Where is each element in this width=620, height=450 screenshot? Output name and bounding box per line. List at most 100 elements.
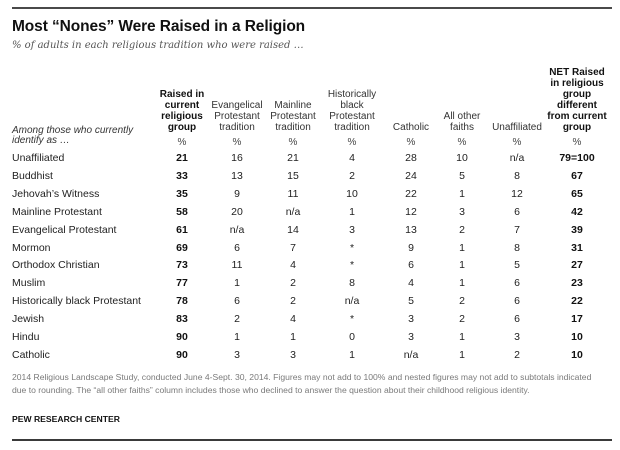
row-header: Among those who currently identify as … — [12, 126, 152, 146]
cell-unaffiliated: n/a — [509, 152, 525, 164]
cell-raised-current: 83 — [176, 313, 188, 326]
cell-other-faiths: 10 — [456, 152, 468, 164]
column-header-line: tradition — [275, 122, 311, 133]
column-header-net-different: NET Raised in religious group different from… — [540, 67, 614, 133]
row-label: Jewish — [12, 313, 45, 326]
row-label: Buddhist — [12, 169, 53, 182]
cell-unaffiliated: 6 — [514, 313, 520, 326]
cell-unaffiliated: 6 — [514, 295, 520, 308]
unit-label: % — [457, 137, 467, 148]
column-header-raised-current: Raised in current religious group — [157, 89, 207, 133]
table-row: Mormon 69 6 7 * 9 1 8 31 — [0, 242, 620, 259]
cell-raised-current: 61 — [176, 223, 188, 236]
cell-evangelical: n/a — [229, 223, 245, 236]
cell-net-different: 39 — [571, 223, 583, 236]
column-header-line: Evangelical — [211, 100, 263, 111]
cell-other-faiths: 2 — [459, 295, 465, 308]
cell-raised-current: 35 — [176, 187, 188, 200]
column-header-line: tradition — [219, 122, 255, 133]
cell-other-faiths: 2 — [459, 313, 465, 326]
cell-catholic: 5 — [408, 295, 414, 308]
column-header-unaffiliated: Unaffiliated — [484, 122, 550, 133]
cell-catholic: 3 — [408, 313, 414, 326]
cell-evangelical: 3 — [234, 348, 240, 361]
cell-other-faiths: 1 — [459, 241, 465, 254]
cell-raised-current: 73 — [176, 259, 188, 272]
cell-raised-current: 33 — [176, 169, 188, 182]
unit-label: % — [288, 137, 298, 148]
cell-net-different: 42 — [571, 205, 583, 218]
table-row: Muslim 77 1 2 8 4 1 6 23 — [0, 277, 620, 294]
cell-unaffiliated: 8 — [514, 169, 520, 182]
cell-catholic: 24 — [405, 169, 417, 182]
chart-title: Most “Nones” Were Raised in a Religion — [12, 18, 306, 35]
column-header-line: Protestant — [329, 111, 375, 122]
row-header-line2: identify as … — [12, 135, 70, 146]
column-header-line: Mainline — [274, 100, 312, 111]
cell-hist-black: * — [349, 241, 355, 254]
unit-label: % — [572, 137, 582, 148]
column-header-line: group — [562, 89, 592, 100]
cell-raised-current: 58 — [176, 205, 188, 218]
row-label: Jehovah’s Witness — [12, 187, 100, 200]
cell-unaffiliated: 6 — [514, 277, 520, 290]
cell-catholic: 3 — [408, 331, 414, 343]
cell-unaffiliated: 12 — [511, 187, 523, 200]
cell-mainline: 21 — [287, 152, 299, 164]
table-row: Jewish 83 2 4 * 3 2 6 17 — [0, 313, 620, 330]
cell-net-different: 23 — [571, 277, 583, 290]
cell-mainline: 15 — [287, 169, 299, 182]
cell-hist-black: 10 — [346, 187, 358, 200]
chart-subtitle: % of adults in each religious tradition … — [12, 40, 304, 51]
cell-other-faiths: 3 — [459, 205, 465, 218]
cell-net-different: 27 — [571, 259, 583, 272]
cell-hist-black: 8 — [349, 277, 355, 290]
column-header-hist-black: Historically black Protestant tradition — [320, 89, 384, 133]
cell-unaffiliated: 8 — [514, 241, 520, 254]
column-header-line: group — [562, 122, 592, 133]
column-header-mainline: Mainline Protestant tradition — [263, 100, 323, 133]
cell-hist-black: 4 — [349, 152, 355, 164]
column-header-line: Historically — [327, 89, 377, 100]
row-label: Orthodox Christian — [12, 259, 100, 272]
cell-hist-black: 0 — [349, 331, 355, 343]
unit-label: % — [232, 137, 242, 148]
cell-evangelical: 20 — [231, 205, 243, 218]
cell-catholic: 4 — [408, 277, 414, 290]
cell-raised-current: 90 — [176, 348, 188, 361]
column-header-line: Protestant — [270, 111, 316, 122]
table-row: Orthodox Christian 73 11 4 * 6 1 5 27 — [0, 259, 620, 276]
unit-label: % — [347, 137, 357, 148]
cell-catholic: 9 — [408, 241, 414, 254]
cell-other-faiths: 1 — [459, 187, 465, 200]
bottom-rule — [12, 439, 612, 441]
cell-mainline: 4 — [290, 313, 296, 326]
row-label: Evangelical Protestant — [12, 223, 117, 236]
cell-catholic: 12 — [405, 205, 417, 218]
cell-raised-current: 77 — [176, 277, 188, 290]
cell-net-different: 22 — [571, 295, 583, 308]
cell-catholic: n/a — [403, 348, 419, 361]
cell-net-different: 10 — [571, 331, 583, 343]
row-label: Historically black Protestant — [12, 295, 141, 308]
cell-hist-black: 1 — [349, 205, 355, 218]
cell-evangelical: 16 — [231, 152, 243, 164]
row-label: Catholic — [12, 348, 50, 361]
cell-evangelical: 6 — [234, 295, 240, 308]
cell-catholic: 28 — [405, 152, 417, 164]
cell-other-faiths: 1 — [459, 331, 465, 343]
table-row: Historically black Protestant 78 6 2 n/a 5 2 6 2… — [0, 295, 620, 312]
cell-evangelical: 13 — [231, 169, 243, 182]
footnote: 2014 Religious Landscape Study, conducte… — [12, 372, 592, 395]
cell-other-faiths: 1 — [459, 259, 465, 272]
column-header-line: NET Raised — [549, 67, 605, 78]
table-row: Buddhist 33 13 15 2 24 5 8 67 — [0, 170, 620, 187]
table-row: Hindu 90 1 1 0 3 1 3 10 — [0, 331, 620, 348]
column-header-line: from current — [547, 111, 607, 122]
cell-mainline: 7 — [290, 241, 296, 254]
row-label: Hindu — [12, 331, 40, 343]
cell-evangelical: 6 — [234, 241, 240, 254]
column-header-line: different — [557, 100, 597, 111]
cell-hist-black: n/a — [344, 295, 360, 308]
cell-raised-current: 21 — [176, 152, 188, 164]
